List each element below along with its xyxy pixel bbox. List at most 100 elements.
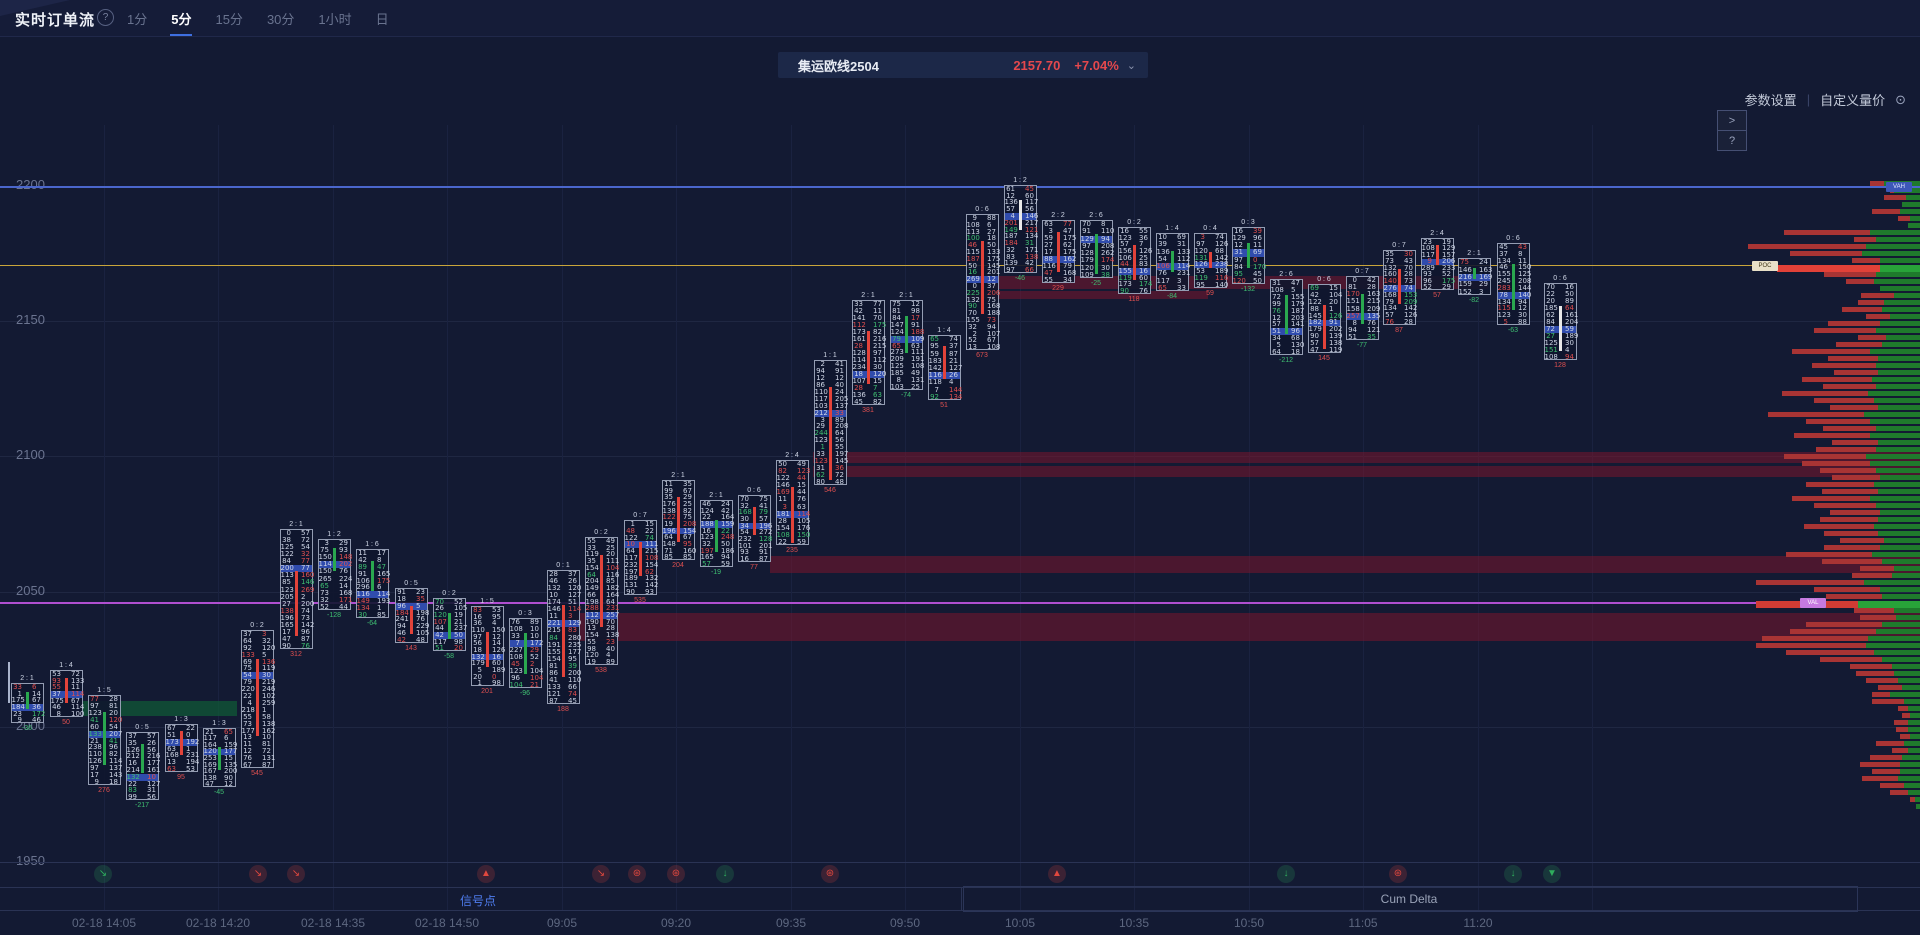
bid-ask-row: 32 94 bbox=[968, 322, 996, 331]
footprint-candle: 70 75 32 41 168 79 30 57 34 196 54 272 232 128 101 201 9… bbox=[737, 495, 772, 563]
bid-ask-row: 57 141 bbox=[1272, 320, 1305, 329]
tab-15分[interactable]: 15分 bbox=[215, 11, 243, 27]
gear-icon[interactable]: ⊙ bbox=[1895, 91, 1906, 107]
bid-ask-row: 76 131 bbox=[243, 754, 276, 763]
candle-body bbox=[524, 633, 527, 674]
bid-ask-row: 70 52 bbox=[435, 597, 463, 606]
bid-ask-row: 227 29 bbox=[509, 646, 539, 654]
volume-profile-bar-green bbox=[1876, 384, 1920, 389]
footprint-candle: 9 88 108 6 113 27 100 18 46 50 115 133 187 175 50 145 16… bbox=[965, 214, 1000, 351]
candle-body bbox=[103, 711, 106, 766]
bid-ask-row: 132 120 bbox=[547, 584, 582, 593]
time-axis-label: 09:05 bbox=[546, 916, 578, 930]
volume-profile-bar-green bbox=[1880, 475, 1920, 480]
volume-profile-bar-green bbox=[1894, 608, 1920, 613]
cum-delta-header[interactable]: Cum Delta bbox=[1380, 892, 1438, 906]
bid-ask-row: 175 67 bbox=[50, 696, 80, 705]
bid-ask-row: 54 112 bbox=[1158, 254, 1191, 263]
volume-profile-bar-red bbox=[1826, 594, 1882, 599]
volume-profile-bar-green bbox=[1876, 363, 1920, 368]
footprint-candle: 0 42 81 28 170 163 151 215 158 209 257 135 8 76 94 121 5… bbox=[1345, 276, 1381, 340]
chevron-down-icon[interactable]: ⌄ bbox=[1126, 59, 1136, 72]
bid-ask-row: 37 8 bbox=[1499, 249, 1523, 258]
bid-ask-row: 216 169 bbox=[1458, 273, 1493, 281]
volume-profile-bar-green bbox=[1874, 279, 1920, 284]
bid-ask-row: 69 136 bbox=[243, 657, 276, 666]
time-gridline bbox=[905, 125, 906, 910]
bid-ask-row: 185 64 bbox=[1544, 304, 1574, 312]
volume-profile-bar-red bbox=[1822, 489, 1878, 494]
instrument-selector[interactable]: 集运欧线2504 2157.70 +7.04% ⌄ bbox=[778, 52, 1148, 78]
volume-profile-bar-red bbox=[1762, 636, 1868, 641]
candle-imbalance-header: 0 : 6 bbox=[747, 487, 761, 494]
bid-ask-row: 125 54 bbox=[280, 543, 310, 552]
high-volume-row bbox=[126, 773, 158, 781]
expand-button[interactable]: > bbox=[1717, 110, 1747, 131]
candle-body bbox=[1019, 199, 1022, 231]
bid-ask-row: 94 121 bbox=[1348, 325, 1381, 334]
volume-profile-bar-red bbox=[1784, 454, 1866, 459]
time-gridline bbox=[1020, 125, 1021, 910]
bid-ask-row: 65 33 bbox=[1158, 283, 1186, 292]
bid-ask-row: 8 131 bbox=[896, 376, 925, 385]
panel-help-button[interactable]: ? bbox=[1717, 130, 1747, 151]
bid-ask-row: 168 231 bbox=[165, 751, 200, 760]
tab-日[interactable]: 日 bbox=[375, 11, 389, 27]
signal-panel-header[interactable]: 信号点 bbox=[459, 894, 497, 908]
bid-ask-row: 1 55 bbox=[820, 443, 844, 452]
bid-ask-row: 16 39 bbox=[1234, 227, 1262, 236]
bid-ask-row: 37 114 bbox=[52, 690, 85, 698]
bid-ask-row: 139 42 bbox=[1004, 259, 1034, 268]
volume-profile-bar-red bbox=[1860, 615, 1896, 620]
bid-ask-row: 84 77 bbox=[282, 557, 310, 566]
bid-ask-row: 201 217 bbox=[1004, 218, 1039, 227]
help-icon[interactable]: ? bbox=[97, 9, 114, 26]
candle-imbalance-header: 1 : 3 bbox=[174, 716, 188, 723]
volume-profile-bar-red bbox=[1814, 503, 1876, 508]
bid-ask-row: 136 133 bbox=[1156, 247, 1191, 256]
settings-button[interactable]: 参数设置 bbox=[1744, 93, 1797, 108]
bid-ask-row: 28 7 bbox=[854, 384, 878, 392]
custom-volume-price-button[interactable]: 自定义量价 bbox=[1820, 93, 1886, 108]
bid-ask-row: 187 134 bbox=[1004, 232, 1039, 241]
bid-ask-row: 113 160 bbox=[280, 571, 315, 580]
candle-body bbox=[600, 554, 603, 627]
candle-body bbox=[1247, 243, 1250, 268]
tab-1分[interactable]: 1分 bbox=[127, 11, 148, 27]
bid-ask-row: 11 35 bbox=[664, 479, 692, 488]
bid-ask-row: 122 74 bbox=[624, 533, 654, 542]
footprint-candle: 75 12 81 98 84 17 147 91 124 188 79 109 65 63 273 111 20… bbox=[889, 300, 925, 391]
tab-30分[interactable]: 30分 bbox=[266, 11, 295, 27]
bid-ask-row: 9 18 bbox=[94, 778, 118, 787]
bid-ask-row: 138 74 bbox=[280, 606, 310, 615]
candle-body bbox=[448, 613, 451, 639]
bid-ask-row: 122 32 bbox=[280, 550, 310, 559]
tab-5分[interactable]: 5分 bbox=[170, 0, 193, 37]
bid-ask-row: 241 76 bbox=[395, 615, 425, 624]
bid-ask-row: 173 174 bbox=[1118, 280, 1153, 289]
candle-body bbox=[1057, 231, 1060, 272]
time-gridline bbox=[1478, 125, 1479, 910]
bid-ask-row: 9 206 bbox=[1427, 257, 1456, 266]
bid-ask-row: 16 22 bbox=[702, 526, 730, 535]
candle-delta-label: 50 bbox=[62, 719, 70, 726]
price-gridline bbox=[0, 727, 1920, 728]
candle-body bbox=[1285, 295, 1288, 335]
volume-profile-bar-red bbox=[1898, 216, 1910, 221]
bid-ask-row: 99 67 bbox=[664, 486, 692, 495]
volume-profile-bar-red bbox=[1862, 776, 1898, 781]
bid-ask-row: 197 62 bbox=[624, 567, 654, 576]
bid-ask-row: 131 142 bbox=[1194, 253, 1229, 262]
bid-ask-row: 39 31 bbox=[1158, 240, 1186, 249]
tab-1小时[interactable]: 1小时 bbox=[318, 11, 352, 27]
chart-toolbar: 参数设置 | 自定义量价 ⊙ bbox=[1745, 90, 1906, 109]
bid-ask-row: 48 22 bbox=[626, 526, 654, 535]
volume-profile-bar-green bbox=[1874, 524, 1920, 529]
volume-profile-bar-green bbox=[1915, 797, 1920, 802]
bid-ask-row: 42 11 bbox=[854, 307, 882, 315]
volume-profile-bar-green bbox=[1876, 272, 1920, 277]
bid-ask-row: 232 154 bbox=[624, 560, 659, 569]
bid-ask-row: 123 145 bbox=[814, 457, 849, 466]
bid-ask-row: 214 161 bbox=[126, 765, 161, 774]
volume-profile-bar-green bbox=[1898, 678, 1920, 683]
